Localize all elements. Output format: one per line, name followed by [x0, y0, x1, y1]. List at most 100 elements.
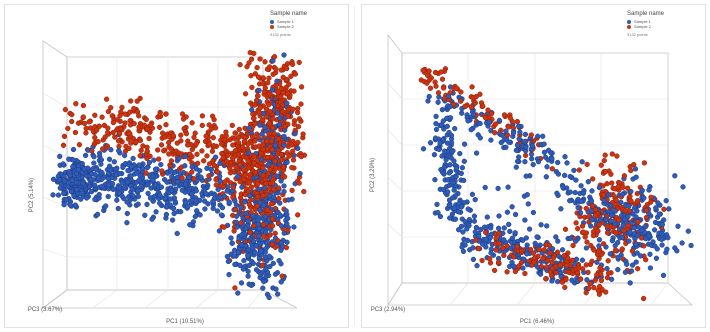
point-sample-2: [229, 122, 235, 129]
point-sample-1: [466, 216, 473, 223]
point-sample-1: [256, 186, 262, 192]
point-sample-2: [483, 115, 489, 121]
point-sample-1: [618, 199, 624, 206]
point-sample-2: [99, 114, 105, 120]
point-sample-1: [229, 240, 235, 246]
point-sample-1: [205, 201, 211, 207]
point-sample-1: [524, 261, 531, 268]
point-sample-2: [290, 106, 296, 112]
legend-item-sample-1[interactable]: Sample 1: [627, 19, 697, 24]
legend-item-sample-2[interactable]: Sample 2: [270, 24, 340, 29]
point-sample-1: [274, 78, 280, 84]
pca-3d-scatter-left[interactable]: PC1 (10.51%) PC2 (5.14%) PC3 (3.67%): [5, 5, 350, 329]
point-sample-1: [157, 192, 163, 198]
point-sample-2: [285, 113, 291, 119]
point-sample-2: [620, 184, 626, 190]
point-sample-2: [254, 64, 260, 71]
point-sample-2: [237, 62, 243, 68]
point-sample-2: [266, 75, 272, 81]
point-sample-2: [86, 119, 92, 125]
point-sample-2: [230, 184, 236, 191]
point-sample-2: [288, 73, 294, 79]
point-sample-1: [257, 207, 263, 213]
point-sample-1: [633, 174, 639, 180]
point-sample-2: [251, 160, 257, 166]
point-sample-1: [573, 177, 579, 183]
point-sample-1: [130, 155, 136, 162]
point-sample-2: [648, 194, 654, 200]
point-sample-1: [514, 142, 521, 148]
point-sample-2: [519, 248, 525, 254]
point-sample-1: [129, 164, 135, 170]
point-sample-1: [231, 253, 237, 259]
point-sample-1: [176, 155, 182, 162]
pca-3d-scatter-right[interactable]: PC1 (6.46%) PC2 (3.29%) PC3 (2.94%): [362, 5, 707, 329]
point-sample-1: [622, 269, 629, 275]
point-sample-1: [277, 115, 283, 122]
point-sample-1: [538, 222, 544, 228]
point-sample-1: [291, 224, 297, 230]
x-axis-label: PC1 (10.51%): [166, 319, 204, 325]
point-sample-1: [461, 141, 468, 147]
point-sample-2: [468, 104, 475, 110]
point-sample-2: [495, 259, 502, 265]
point-sample-2: [248, 56, 255, 62]
point-sample-2: [457, 98, 464, 104]
point-sample-2: [61, 133, 68, 140]
point-sample-1: [632, 166, 639, 172]
point-sample-1: [105, 193, 111, 200]
point-sample-2: [512, 268, 519, 275]
point-sample-1: [283, 208, 289, 214]
legend-item-sample-2[interactable]: Sample 2: [627, 24, 697, 29]
grid-line: [247, 289, 264, 309]
point-sample-2: [440, 85, 447, 91]
pca-plot-right[interactable]: PC1 (6.46%) PC2 (3.29%) PC3 (2.94%) Sample…: [361, 4, 706, 328]
point-sample-1: [125, 167, 131, 174]
point-sample-1: [627, 229, 633, 235]
point-sample-1: [129, 186, 135, 192]
point-sample-1: [224, 188, 230, 194]
point-sample-2: [257, 56, 263, 62]
point-sample-2: [594, 272, 600, 278]
point-sample-2: [263, 180, 269, 187]
point-sample-1: [219, 205, 226, 211]
point-sample-2: [579, 223, 586, 229]
point-sample-2: [290, 148, 296, 154]
point-sample-2: [575, 226, 581, 232]
point-sample-2: [498, 127, 504, 133]
point-sample-1: [618, 213, 625, 219]
point-sample-2: [263, 114, 269, 120]
point-sample-1: [96, 191, 102, 198]
point-sample-2: [507, 115, 514, 121]
point-sample-2: [109, 113, 115, 119]
grid-line: [42, 248, 68, 258]
point-sample-1: [459, 244, 465, 250]
point-sample-2: [527, 246, 534, 253]
grid-line: [650, 282, 669, 306]
point-sample-2: [275, 136, 282, 142]
point-sample-2: [549, 166, 555, 172]
point-sample-1: [257, 122, 263, 128]
point-sample-2: [616, 217, 622, 223]
point-sample-2: [194, 151, 200, 157]
point-sample-1: [627, 280, 633, 286]
point-sample-2: [232, 147, 239, 154]
point-sample-2: [69, 118, 75, 125]
point-sample-2: [199, 113, 206, 119]
point-sample-1: [530, 209, 537, 216]
point-sample-1: [182, 163, 188, 169]
point-sample-1: [484, 214, 490, 220]
point-sample-1: [459, 110, 465, 116]
legend-item-sample-1[interactable]: Sample 1: [270, 19, 340, 24]
point-sample-1: [524, 251, 530, 257]
point-sample-1: [127, 202, 133, 208]
point-sample-2: [278, 152, 285, 158]
legend-point-count: 9132 points: [627, 32, 648, 37]
pca-plot-left[interactable]: PC1 (10.51%) PC2 (5.14%) PC3 (3.67%) Sampl…: [4, 4, 349, 328]
point-sample-1: [56, 177, 63, 183]
point-sample-2: [178, 132, 184, 138]
point-sample-2: [549, 265, 556, 272]
point-sample-1: [258, 156, 264, 163]
point-sample-1: [488, 250, 494, 256]
point-sample-2: [245, 188, 252, 195]
